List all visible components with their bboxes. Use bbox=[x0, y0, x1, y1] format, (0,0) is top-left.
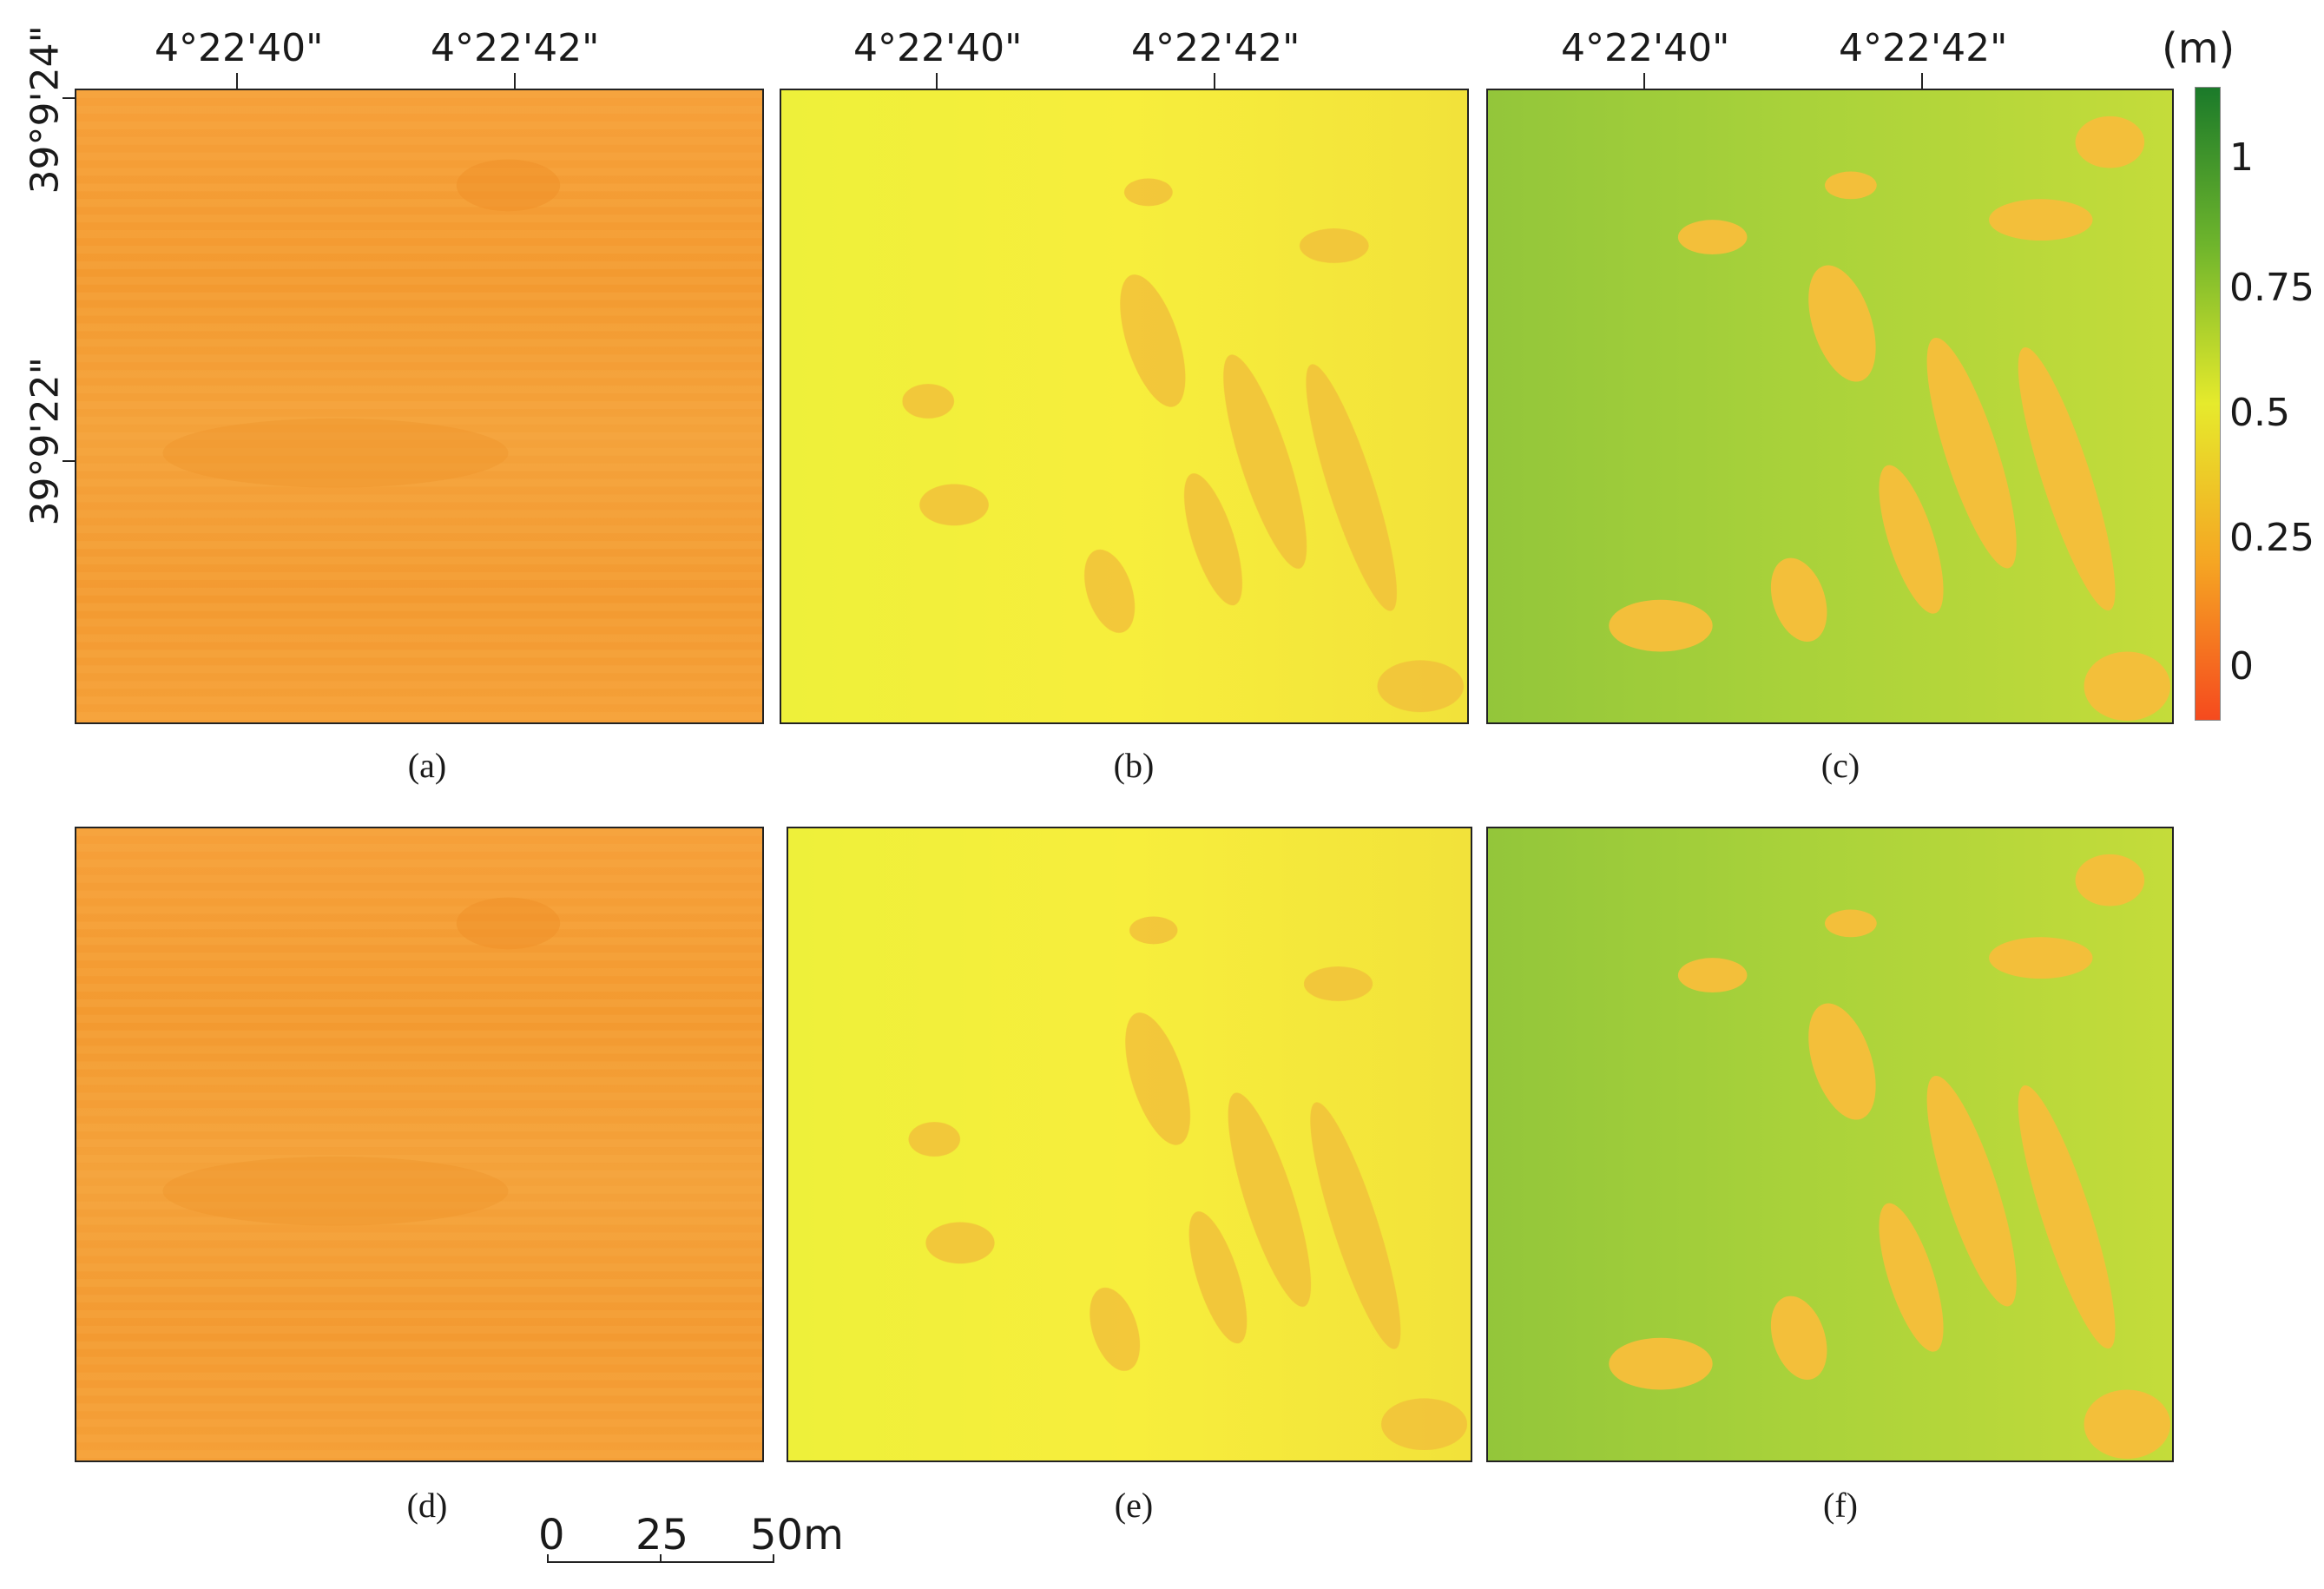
map-panel-a bbox=[75, 89, 764, 724]
scale-label-50m: 50m bbox=[750, 1511, 844, 1559]
lon-tick-mark bbox=[514, 73, 516, 89]
map-panel-e bbox=[787, 827, 1472, 1462]
panel-caption-d: (d) bbox=[406, 1486, 448, 1525]
colorbar-tick-025: 0.25 bbox=[2229, 516, 2314, 560]
lat-tick-mark bbox=[63, 97, 76, 99]
panel-caption-e: (e) bbox=[1114, 1486, 1154, 1525]
panel-caption-a: (a) bbox=[407, 746, 447, 785]
colorbar bbox=[2195, 87, 2221, 721]
scale-tick bbox=[773, 1554, 774, 1563]
lon-tick-mark bbox=[936, 73, 938, 89]
colorbar-unit: (m) bbox=[2162, 24, 2235, 73]
map-panel-b bbox=[780, 89, 1469, 724]
scale-tick bbox=[660, 1554, 662, 1563]
colorbar-tick-1: 1 bbox=[2229, 135, 2254, 180]
lat-tick-label-2: 39°9'22" bbox=[23, 357, 68, 526]
colorbar-tick-075: 0.75 bbox=[2229, 266, 2314, 310]
panel-caption-f: (f) bbox=[1823, 1486, 1858, 1525]
colorbar-tick-05: 0.5 bbox=[2229, 391, 2290, 435]
lon-tick-mark bbox=[236, 73, 238, 89]
lon-tick-label-b2: 4°22'42" bbox=[1131, 26, 1300, 70]
panel-caption-c: (c) bbox=[1820, 746, 1860, 785]
map-panel-f bbox=[1486, 827, 2174, 1462]
lon-tick-label-b1: 4°22'40" bbox=[853, 26, 1023, 70]
lon-tick-mark bbox=[1921, 73, 1923, 89]
lon-tick-mark bbox=[1643, 73, 1645, 89]
lon-tick-label-c1: 4°22'40" bbox=[1561, 26, 1730, 70]
lon-tick-label-a2: 4°22'42" bbox=[431, 26, 600, 70]
scale-label-0: 0 bbox=[538, 1511, 565, 1559]
panel-caption-b: (b) bbox=[1113, 746, 1155, 785]
scale-tick bbox=[547, 1554, 549, 1563]
scale-label-25: 25 bbox=[635, 1511, 689, 1559]
lon-tick-label-c2: 4°22'42" bbox=[1839, 26, 2008, 70]
lon-tick-label-a1: 4°22'40" bbox=[155, 26, 324, 70]
lon-tick-mark bbox=[1214, 73, 1215, 89]
lat-tick-label-1: 39°9'24" bbox=[23, 25, 68, 195]
scale-bar: 0 25 50m bbox=[538, 1511, 844, 1563]
map-panel-d bbox=[75, 827, 764, 1462]
lat-tick-mark bbox=[63, 460, 76, 462]
colorbar-tick-0: 0 bbox=[2229, 644, 2254, 689]
map-panel-c bbox=[1486, 89, 2174, 724]
